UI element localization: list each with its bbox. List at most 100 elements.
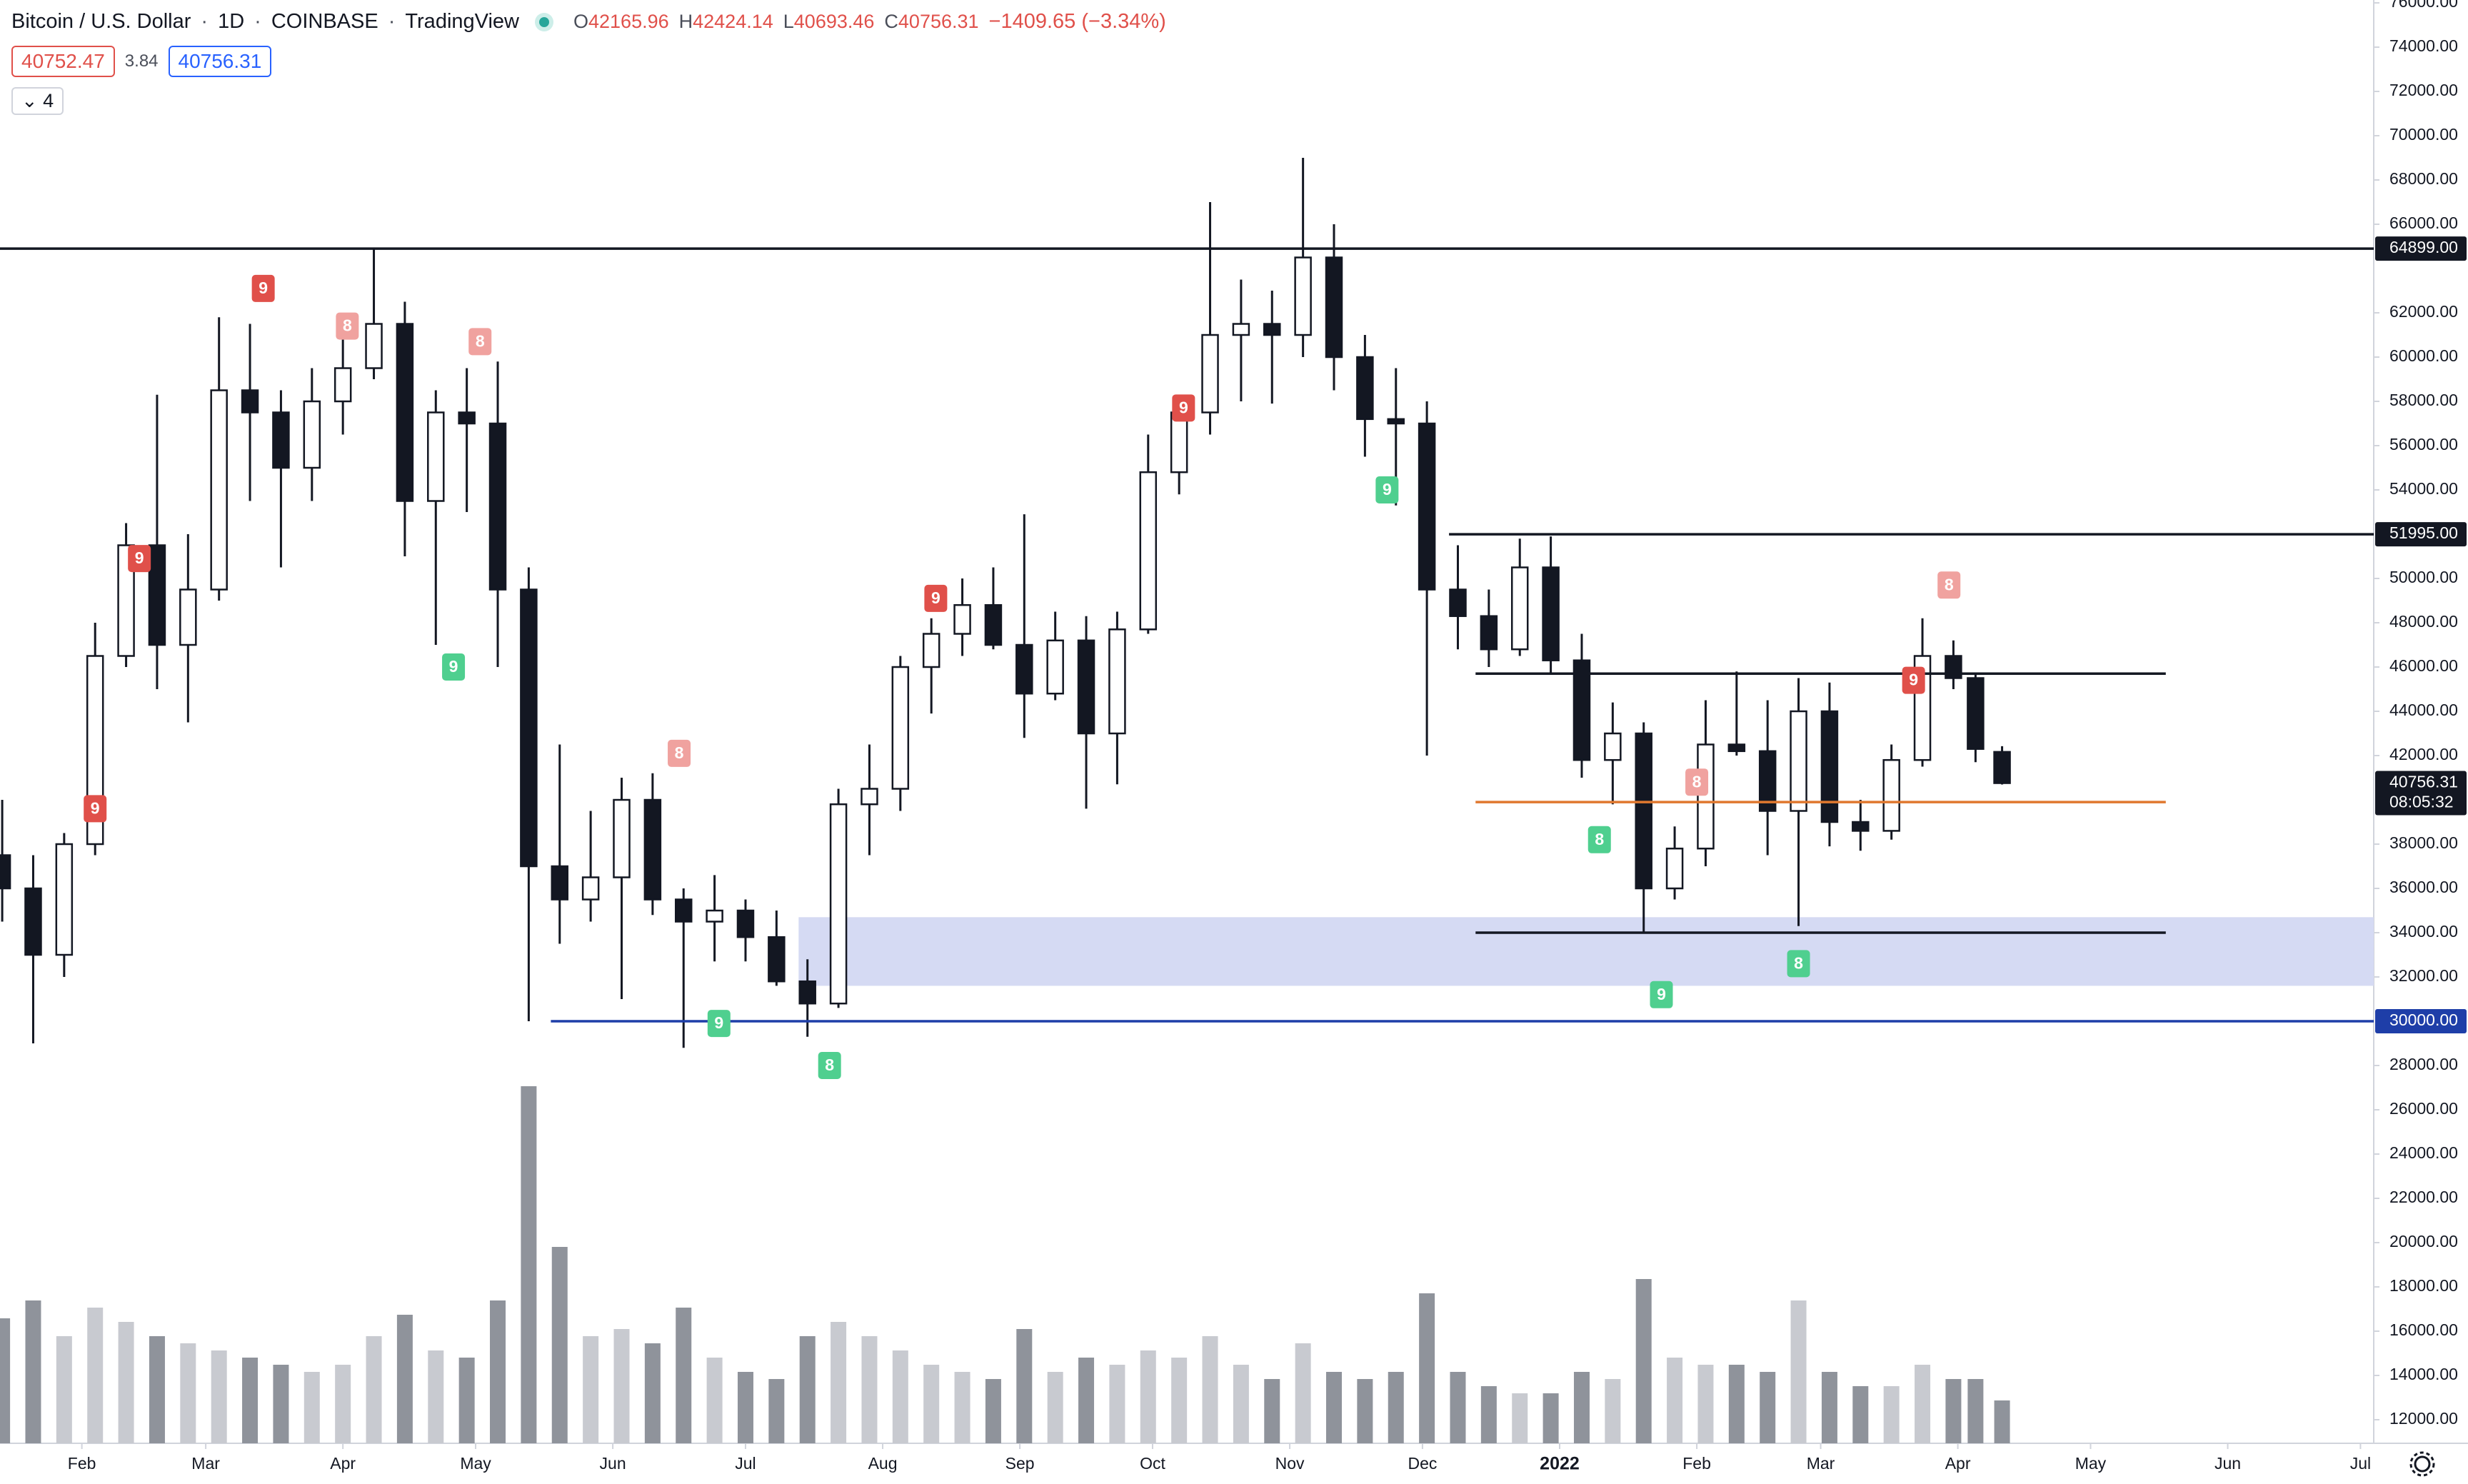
signal-badge: 8 [1937, 571, 1961, 599]
volume-bar [1419, 1293, 1435, 1443]
bid[interactable]: 40752.47 [11, 46, 115, 77]
candle-body [861, 788, 878, 806]
signal-label: 8 [1692, 772, 1702, 791]
candle-body [581, 876, 600, 901]
interval[interactable]: 1D [218, 10, 245, 33]
x-tick-label: Jun [600, 1454, 626, 1473]
signal-label: 9 [135, 548, 144, 567]
signal-label: 9 [714, 1013, 723, 1032]
volume-bar [799, 1336, 816, 1443]
candle-body [179, 588, 197, 646]
signal-marker [1685, 768, 1709, 796]
y-tick-label: 74000.00 [2389, 36, 2458, 55]
candle-body [1263, 323, 1281, 336]
signal-badge: 9 [1172, 394, 1195, 422]
volume-bar [1573, 1372, 1590, 1443]
ohlc-value: 40693.46 [793, 11, 875, 32]
y-tick-label: 62000.00 [2389, 302, 2458, 321]
volume-bar [861, 1336, 878, 1443]
separator: · [388, 10, 396, 33]
candle-body [1665, 847, 1684, 890]
exchange: COINBASE [271, 10, 378, 33]
x-tick-label: Feb [1682, 1454, 1711, 1473]
candle-body [148, 544, 166, 646]
signal-label: 9 [1179, 398, 1188, 416]
volume-bar [273, 1365, 289, 1443]
y-tick-label: 28000.00 [2389, 1055, 2458, 1073]
x-tick-label: Jul [2350, 1454, 2371, 1473]
indicators-toggle[interactable]: ⌄ 4 [11, 87, 64, 115]
volume-bar [831, 1322, 847, 1443]
candle-body [1882, 758, 1900, 832]
volume-bar [1945, 1379, 1962, 1443]
candle-body [241, 389, 259, 413]
candle-body [613, 798, 631, 878]
signal-marker [1172, 394, 1195, 422]
x-tick-label: Jul [735, 1454, 756, 1473]
candle-body [1294, 256, 1312, 336]
candle-body [1480, 615, 1498, 651]
x-tick-label: Dec [1408, 1454, 1437, 1473]
volume-bar [1760, 1372, 1776, 1443]
signal-marker [251, 274, 275, 302]
bar-countdown: 08:05:32 [2389, 793, 2454, 811]
volume-bar [180, 1343, 196, 1443]
candle-body [1604, 732, 1622, 761]
signal-label: 8 [825, 1056, 834, 1074]
signal-marker [128, 545, 151, 573]
header: Bitcoin / U.S. Dollar · 1D · COINBASE · Tra… [11, 10, 1166, 34]
candle-body [117, 544, 135, 657]
x-tick-label: Apr [330, 1454, 356, 1473]
candle-body [55, 843, 74, 956]
candle-body [1993, 751, 2011, 784]
volume-bar [644, 1343, 661, 1443]
candle-body [643, 798, 662, 901]
y-tick-label: 50000.00 [2389, 568, 2458, 586]
volume-bar [583, 1336, 599, 1443]
signal-marker [84, 795, 107, 823]
y-tick-label: 12000.00 [2389, 1409, 2458, 1428]
ohlc-value: 42424.14 [693, 11, 773, 32]
x-tick-label: May [460, 1454, 491, 1473]
signal-badge: 8 [1787, 950, 1810, 978]
market-status [538, 16, 549, 27]
candle-body [1387, 418, 1405, 425]
level-label-bg [2375, 236, 2467, 261]
volume-bar [1967, 1379, 1984, 1443]
signal-marker [1375, 476, 1399, 504]
symbol[interactable]: Bitcoin / U.S. Dollar [11, 10, 191, 33]
candle-body [1077, 639, 1095, 735]
volume-bar [242, 1358, 259, 1443]
signal-marker [336, 312, 359, 340]
settings-button[interactable] [2409, 1451, 2435, 1477]
x-tick-label: Mar [1807, 1454, 1835, 1473]
volume-bar [954, 1372, 970, 1443]
volume-bar [1883, 1386, 1900, 1443]
ohlc-label: L [783, 11, 794, 32]
volume-bar [1915, 1365, 1931, 1443]
ask[interactable]: 40756.31 [168, 46, 272, 77]
signal-marker [442, 653, 466, 681]
volume-bar [1450, 1372, 1466, 1443]
signal-label: 8 [343, 316, 352, 335]
candle-body [953, 603, 971, 635]
candle-body [24, 887, 42, 956]
y-tick-label: 56000.00 [2389, 435, 2458, 453]
volume-bar [490, 1300, 506, 1443]
volume-bar [923, 1365, 940, 1443]
candle-body [922, 633, 940, 668]
quote-row: 40752.47 3.84 40756.31 [11, 46, 272, 77]
ohlc-item: H42424.14 [679, 11, 773, 33]
candle-body [333, 367, 352, 403]
candle-body [1356, 356, 1374, 421]
volume-bar [1140, 1350, 1156, 1443]
volume-bar [1109, 1365, 1125, 1443]
signal-label: 9 [1909, 671, 1918, 689]
signal-marker [668, 739, 691, 767]
signal-badge: 9 [442, 653, 466, 681]
signal-marker [1787, 950, 1810, 978]
y-tick-label: 16000.00 [2389, 1320, 2458, 1339]
support-zone [798, 917, 2374, 986]
x-tick-label: Nov [1275, 1454, 1305, 1473]
